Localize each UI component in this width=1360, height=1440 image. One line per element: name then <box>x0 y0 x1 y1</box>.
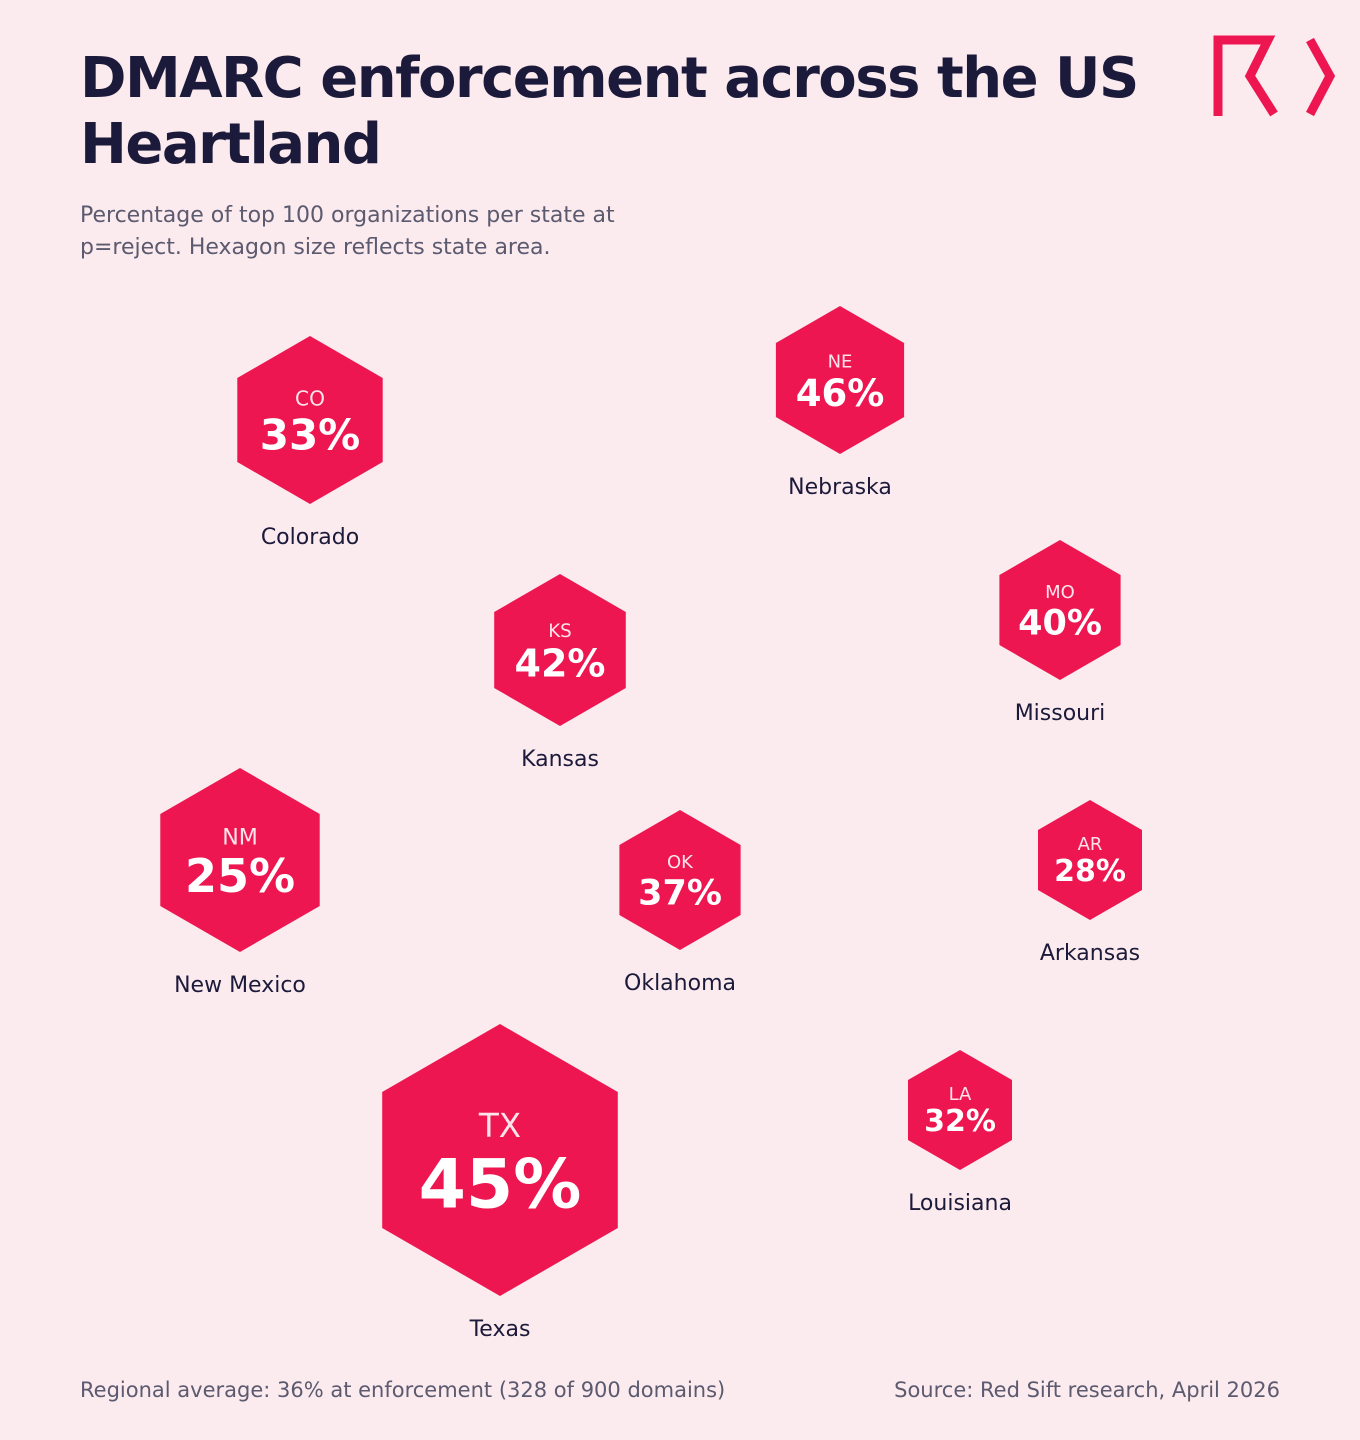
state-name-label: Oklahoma <box>624 971 736 996</box>
subtitle: Percentage of top 100 organizations per … <box>80 203 615 260</box>
state-value-label: 33% <box>260 410 361 459</box>
state-abbreviation: TX <box>478 1107 521 1145</box>
state-value-label: 32% <box>924 1104 996 1139</box>
state-name-label: Arkansas <box>1040 941 1140 966</box>
state-abbreviation: NM <box>222 825 258 850</box>
state-value-label: 40% <box>1018 604 1102 644</box>
hexagon <box>908 1050 1012 1170</box>
hexagon <box>382 1024 618 1296</box>
hexagon <box>160 768 320 952</box>
state-name-label: Kansas <box>521 747 599 772</box>
state-name-label: Texas <box>469 1317 531 1342</box>
state-name-label: Louisiana <box>908 1191 1012 1216</box>
state-value-label: 28% <box>1054 854 1126 889</box>
hexagon <box>999 540 1121 680</box>
hexagon <box>619 810 741 950</box>
state-value-label: 37% <box>638 874 722 914</box>
state-value-label: 46% <box>796 372 885 415</box>
source-note: Source: Red Sift research, April 2026 <box>894 1378 1280 1402</box>
hexagon <box>237 336 383 504</box>
state-abbreviation: CO <box>295 387 325 411</box>
hexagon <box>1038 800 1142 920</box>
regional-average-note: Regional average: 36% at enforcement (32… <box>80 1378 726 1402</box>
page-title: DMARC enforcement across the US Heartlan… <box>80 46 1139 177</box>
hexagon <box>775 306 905 454</box>
state-value-label: 42% <box>515 642 606 686</box>
hexagon <box>494 574 626 726</box>
state-value-label: 45% <box>419 1146 582 1225</box>
state-abbreviation: AR <box>1078 834 1103 855</box>
state-abbreviation: NE <box>828 351 853 372</box>
state-abbreviation: OK <box>667 852 694 873</box>
state-abbreviation: KS <box>548 621 572 642</box>
red-sift-logo <box>1213 35 1336 117</box>
state-name-label: Colorado <box>261 525 359 550</box>
state-abbreviation: MO <box>1045 582 1075 603</box>
state-name-label: New Mexico <box>174 973 306 998</box>
state-name-label: Nebraska <box>788 475 892 500</box>
state-value-label: 25% <box>185 849 295 903</box>
state-abbreviation: LA <box>949 1084 972 1105</box>
state-name-label: Missouri <box>1015 701 1106 726</box>
